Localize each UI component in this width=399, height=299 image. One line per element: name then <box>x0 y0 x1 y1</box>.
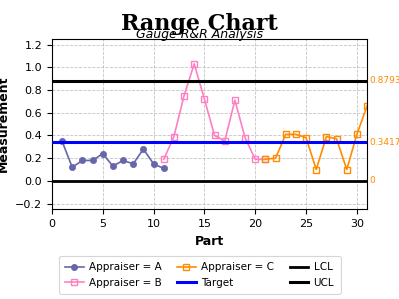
Legend: Appraiser = A, Appraiser = B, Appraiser = C, Target, LCL, UCL: Appraiser = A, Appraiser = B, Appraiser … <box>59 256 340 294</box>
Y-axis label: Measurement: Measurement <box>0 76 10 172</box>
Text: 0: 0 <box>369 176 375 185</box>
Text: Range Chart: Range Chart <box>121 13 278 36</box>
Text: Gauge R&R Analysis: Gauge R&R Analysis <box>136 28 263 41</box>
X-axis label: Part: Part <box>195 235 224 248</box>
Text: 0.3417: 0.3417 <box>369 138 399 147</box>
Text: 0.8793: 0.8793 <box>369 77 399 86</box>
